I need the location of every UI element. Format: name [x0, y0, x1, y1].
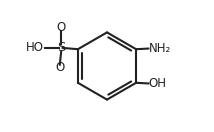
Text: OH: OH [149, 77, 167, 90]
Text: O: O [56, 21, 66, 34]
Text: NH₂: NH₂ [149, 42, 171, 55]
Text: O: O [55, 61, 64, 74]
Text: S: S [57, 41, 65, 54]
Text: HO: HO [26, 41, 44, 54]
